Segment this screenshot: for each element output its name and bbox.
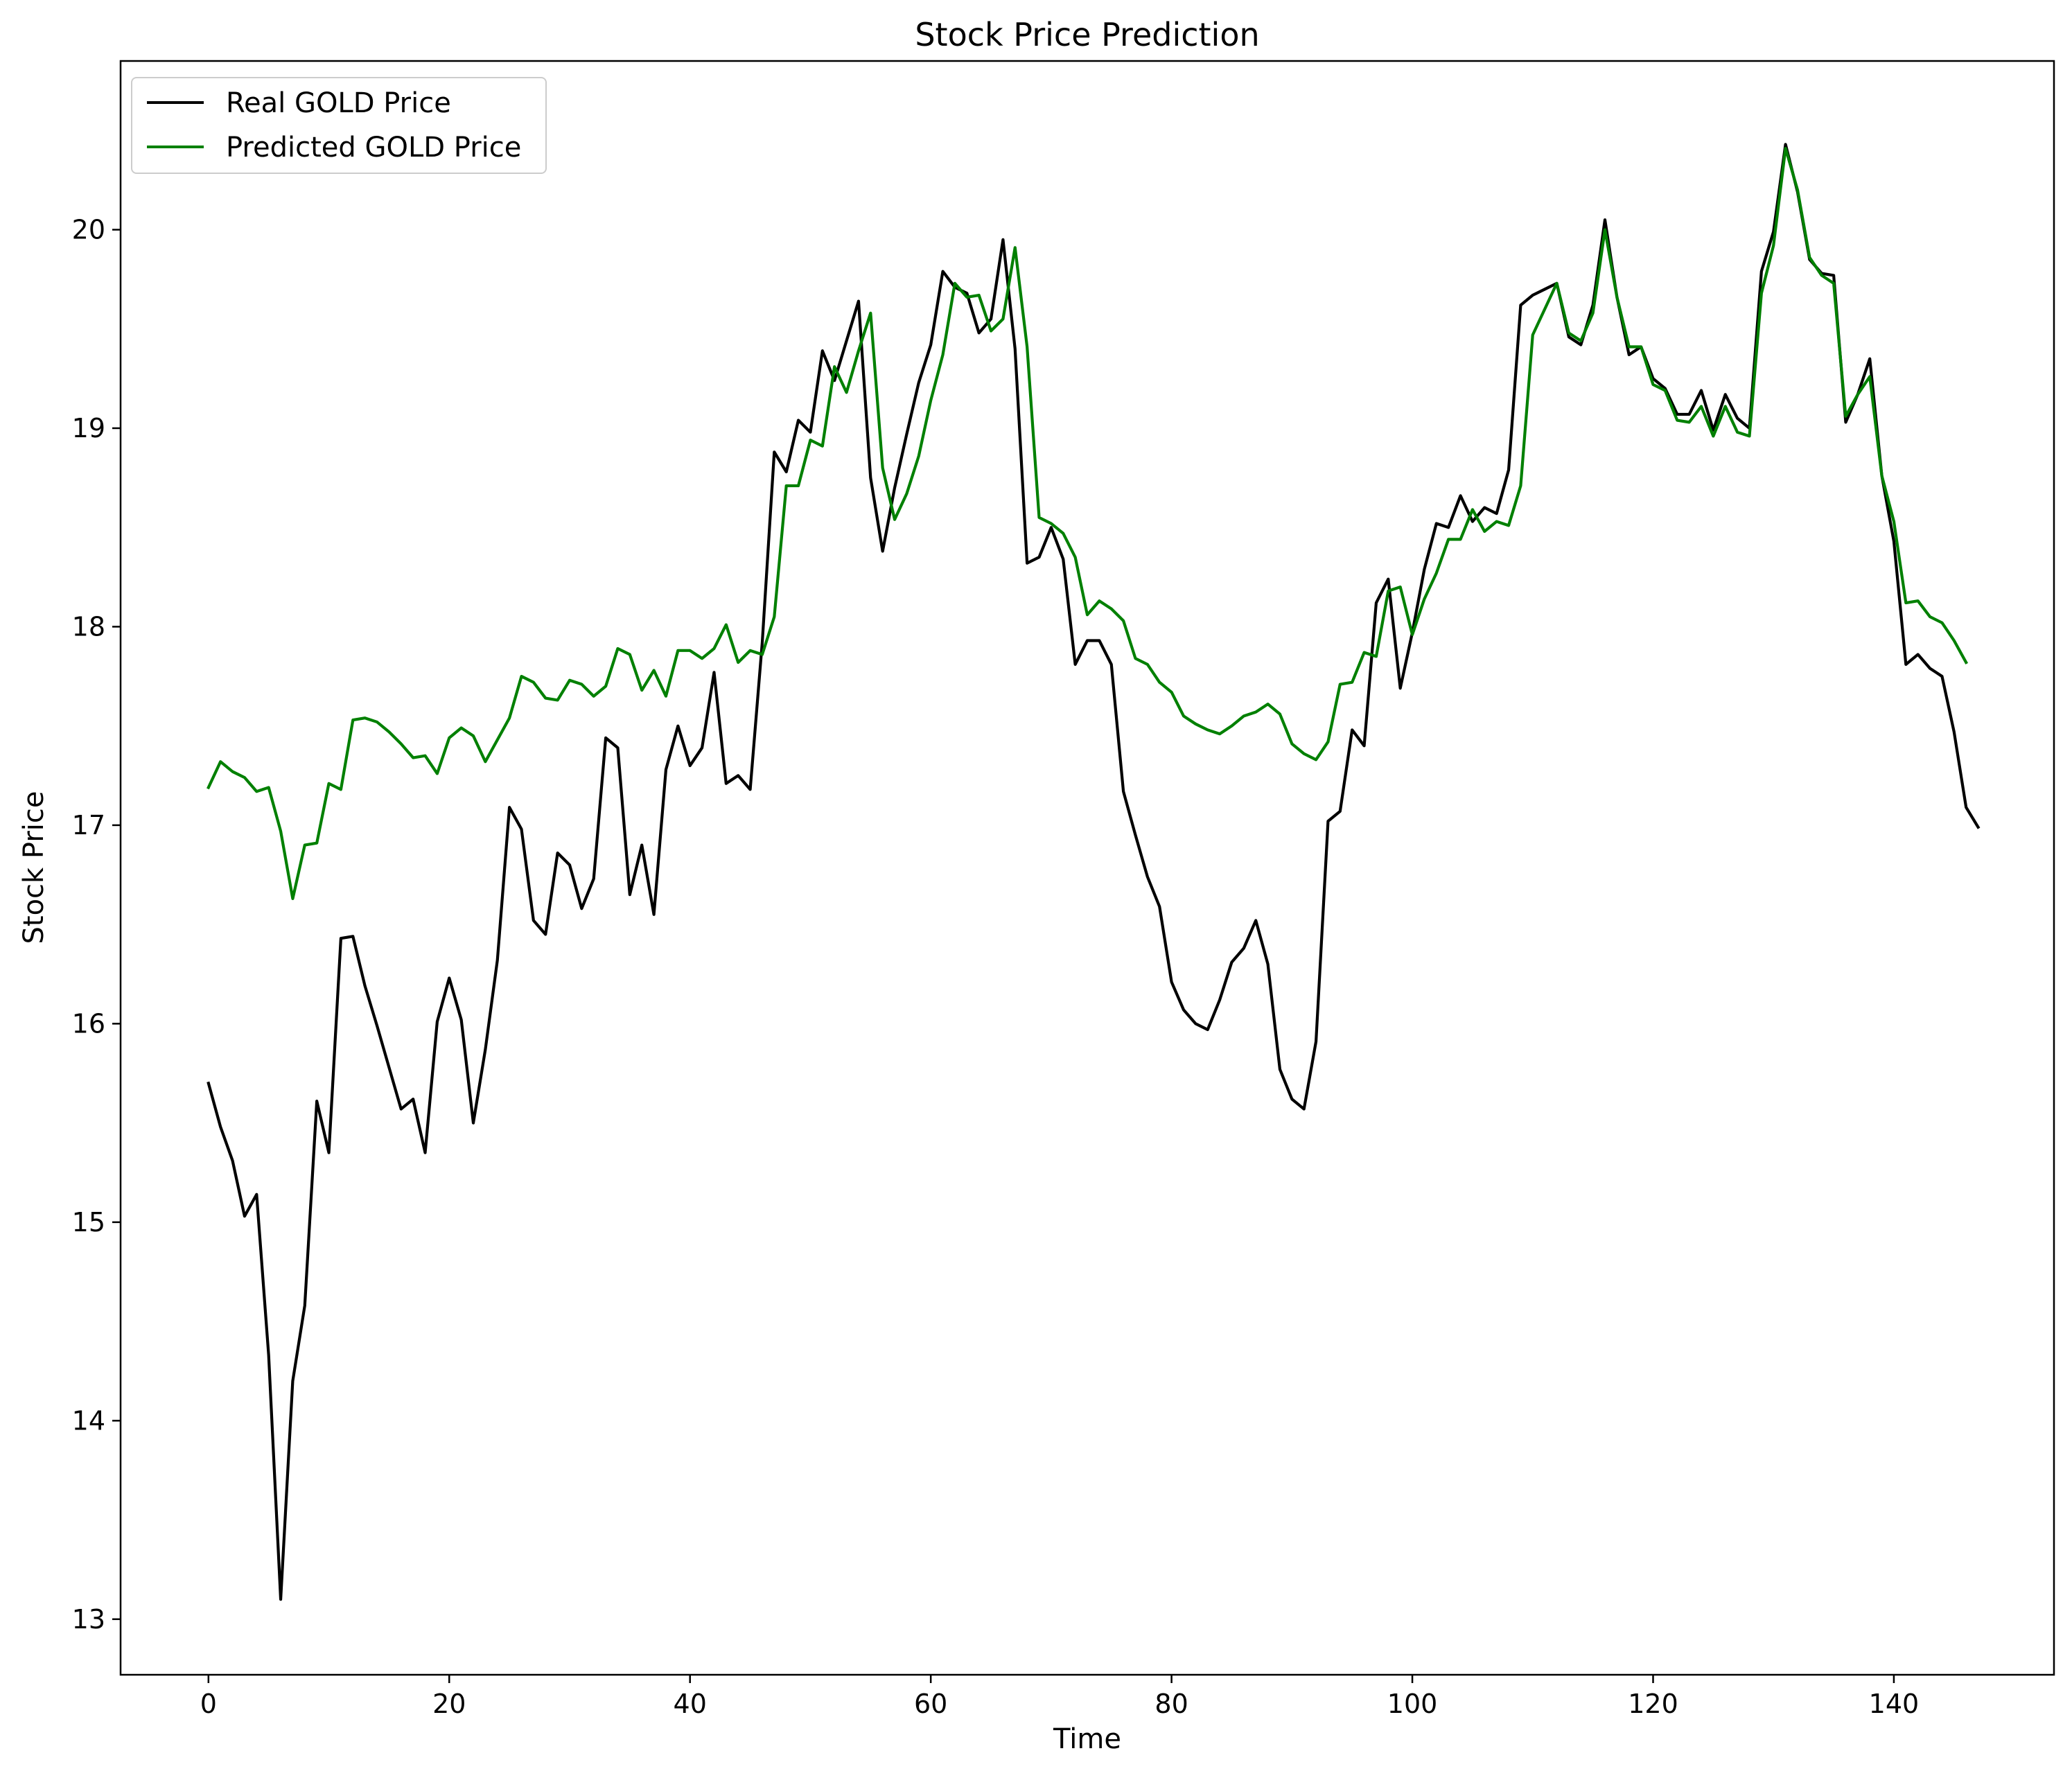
y-tick-label: 15	[72, 1207, 105, 1238]
x-tick-label: 0	[200, 1689, 217, 1719]
y-axis-ticks: 13 14 15 16 17 18 19 20	[72, 214, 121, 1635]
y-tick-label: 13	[72, 1604, 105, 1635]
x-axis-label: Time	[1053, 1723, 1121, 1755]
x-axis-ticks: 0 20 40 60 80 100 120 140	[200, 1675, 1919, 1719]
x-tick-label: 40	[674, 1689, 707, 1719]
y-tick-label: 20	[72, 214, 105, 245]
y-tick-label: 16	[72, 1008, 105, 1039]
legend: Real GOLD Price Predicted GOLD Price	[131, 77, 547, 174]
x-tick-label: 120	[1628, 1689, 1678, 1719]
y-tick-label: 19	[72, 413, 105, 443]
legend-label-real-gold-price: Real GOLD Price	[226, 87, 451, 119]
series-line-predicted-gold-price	[207, 146, 1969, 901]
series-line-real-gold-price	[207, 143, 1981, 1601]
x-tick-label: 100	[1387, 1689, 1438, 1719]
y-tick-label: 17	[72, 810, 105, 840]
y-tick-label: 14	[72, 1405, 105, 1436]
x-tick-label: 20	[432, 1689, 466, 1719]
y-axis-label: Stock Price	[18, 791, 50, 944]
y-tick-label: 18	[72, 611, 105, 642]
plot-area-frame	[119, 60, 2055, 1676]
legend-label-predicted-gold-price: Predicted GOLD Price	[226, 132, 521, 164]
series-layer	[207, 143, 1981, 1601]
x-tick-label: 60	[914, 1689, 947, 1719]
x-tick-label: 140	[1869, 1689, 1920, 1719]
chart-title: Stock Price Prediction	[915, 16, 1259, 53]
legend-box	[131, 77, 547, 174]
x-tick-label: 80	[1154, 1689, 1188, 1719]
